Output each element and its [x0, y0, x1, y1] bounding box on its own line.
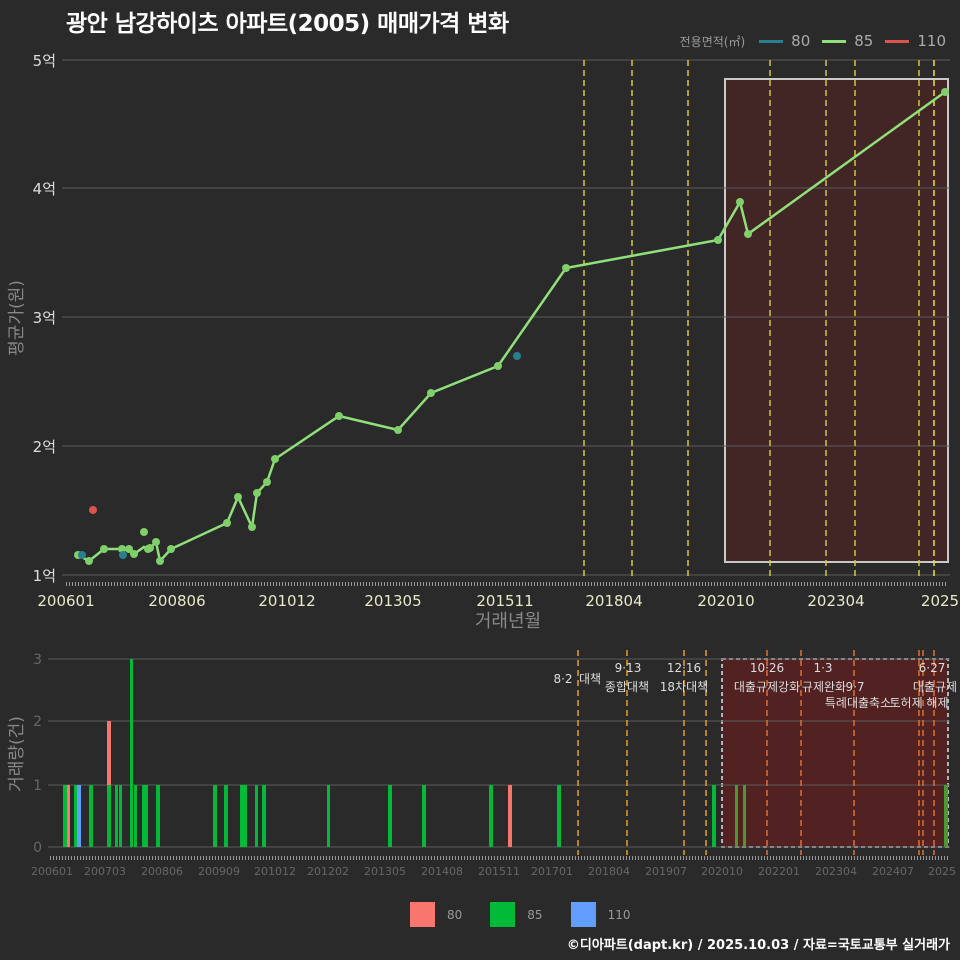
svg-text:201012: 201012: [258, 592, 315, 610]
svg-text:종합대책: 종합대책: [605, 679, 649, 694]
svg-text:0: 0: [33, 840, 42, 856]
svg-text:2: 2: [33, 714, 42, 730]
bar-legend: 80 85 110: [410, 902, 658, 927]
svg-text:1·3: 1·3: [813, 661, 832, 675]
svg-text:9·7: 9·7: [845, 680, 864, 694]
bars-80: [67, 721, 512, 847]
svg-text:대출규제: 대출규제: [913, 680, 957, 694]
legend-swatch-110: [885, 39, 910, 43]
svg-text:8·2: 8·2: [553, 672, 572, 686]
legend-swatch-80: [759, 39, 784, 43]
svg-text:1억: 1억: [33, 567, 56, 585]
highlight-region: [724, 78, 949, 563]
svg-text:201804: 201804: [588, 865, 630, 878]
svg-text:202201: 202201: [758, 865, 800, 878]
svg-text:6·27: 6·27: [919, 661, 946, 675]
svg-text:200806: 200806: [141, 865, 183, 878]
svg-text:특례대출축소: 특례대출축소: [825, 696, 891, 710]
y-axis-label: 평균가(원): [7, 280, 27, 356]
svg-text:201907: 201907: [645, 865, 687, 878]
price-line-chart: 5억 4억 3억 2억 1억 평균가(원) 200601 200806 2010…: [7, 52, 959, 632]
svg-text:201012: 201012: [254, 865, 296, 878]
legend-text-110: 110: [917, 32, 946, 50]
svg-text:9·13: 9·13: [615, 661, 642, 675]
bar-y-ticks: 3 2 1 0: [33, 652, 42, 856]
volume-bar-chart: 3 2 1 0 거래량(건) 9·13 12·16 10·26 1·3 6·27…: [7, 650, 957, 878]
svg-text:대출규제강화: 대출규제강화: [734, 680, 800, 694]
series-110-points: [89, 506, 97, 514]
svg-text:201202: 201202: [307, 865, 349, 878]
svg-text:202304: 202304: [815, 865, 857, 878]
svg-text:200909: 200909: [198, 865, 240, 878]
svg-text:200703: 200703: [84, 865, 126, 878]
legend-label: 전용면적(㎡): [679, 34, 746, 49]
bar-legend-text-85: 85: [527, 907, 543, 922]
svg-text:201511: 201511: [476, 592, 533, 610]
source-footer: ©디아파트(dapt.kr) / 2025.10.03 / 자료=국토교통부 실…: [566, 938, 950, 953]
svg-text:대책: 대책: [579, 671, 601, 686]
legend-text-85: 85: [854, 32, 874, 50]
highlight-region-bars: [721, 658, 949, 848]
series-80-points: [78, 352, 521, 559]
svg-text:200601: 200601: [37, 592, 94, 610]
svg-text:201408: 201408: [421, 865, 463, 878]
bars-110: [77, 785, 81, 847]
svg-text:규제완화: 규제완화: [802, 680, 846, 694]
policy-annotations: 9·13 12·16 10·26 1·3 6·27 8·2 대책 종합대책 18…: [553, 661, 957, 710]
svg-text:12·16: 12·16: [667, 661, 701, 675]
bar-legend-swatch-85: [490, 902, 516, 927]
bar-legend-text-110: 110: [607, 907, 631, 922]
x-axis-label: 거래년월: [475, 611, 541, 632]
svg-text:10·26: 10·26: [750, 661, 784, 675]
svg-text:202010: 202010: [697, 592, 754, 610]
svg-text:4억: 4억: [33, 180, 56, 198]
svg-text:2억: 2억: [33, 438, 56, 456]
bar-legend-swatch-80: [410, 902, 435, 927]
svg-text:3억: 3억: [33, 309, 56, 327]
svg-text:201701: 201701: [531, 865, 573, 878]
bar-policy-lines: [577, 650, 935, 855]
chart-title: 광안 남강하이츠 아파트(2005) 매매가격 변화: [66, 11, 509, 37]
svg-text:201305: 201305: [364, 865, 406, 878]
bar-grid-lines: [48, 658, 950, 848]
x-axis-ticks: 200601 200806 201012 201305 201511 20180…: [37, 592, 959, 610]
bars-85: [63, 659, 948, 847]
legend-area: 전용면적(㎡) 80 85 110: [680, 32, 952, 50]
svg-text:202010: 202010: [701, 865, 743, 878]
svg-text:토허제 해제: 토허제 해제: [889, 696, 948, 710]
svg-text:2025: 2025: [928, 865, 956, 878]
svg-text:2025: 2025: [921, 592, 959, 610]
svg-text:200601: 200601: [31, 865, 73, 878]
grid-lines: [62, 59, 950, 576]
policy-lines: [583, 60, 935, 580]
svg-text:5억: 5억: [33, 52, 56, 70]
bar-legend-swatch-110: [570, 902, 596, 927]
svg-text:200806: 200806: [148, 592, 205, 610]
y-axis-ticks: 5억 4억 3억 2억 1억: [33, 52, 56, 585]
svg-text:202304: 202304: [807, 592, 864, 610]
svg-text:1: 1: [33, 778, 42, 794]
svg-text:202407: 202407: [872, 865, 914, 878]
bar-y-label: 거래량(건): [7, 716, 27, 792]
svg-text:18차대책: 18차대책: [660, 679, 708, 694]
bar-legend-text-80: 80: [447, 907, 463, 922]
svg-text:3: 3: [33, 652, 42, 668]
svg-text:201804: 201804: [585, 592, 642, 610]
legend-text-80: 80: [791, 32, 811, 50]
svg-text:201511: 201511: [478, 865, 520, 878]
bar-x-ticks: 200601 200703 200806 200909 201012 20120…: [31, 865, 956, 878]
legend-swatch-85: [822, 39, 847, 43]
svg-text:201305: 201305: [364, 592, 421, 610]
